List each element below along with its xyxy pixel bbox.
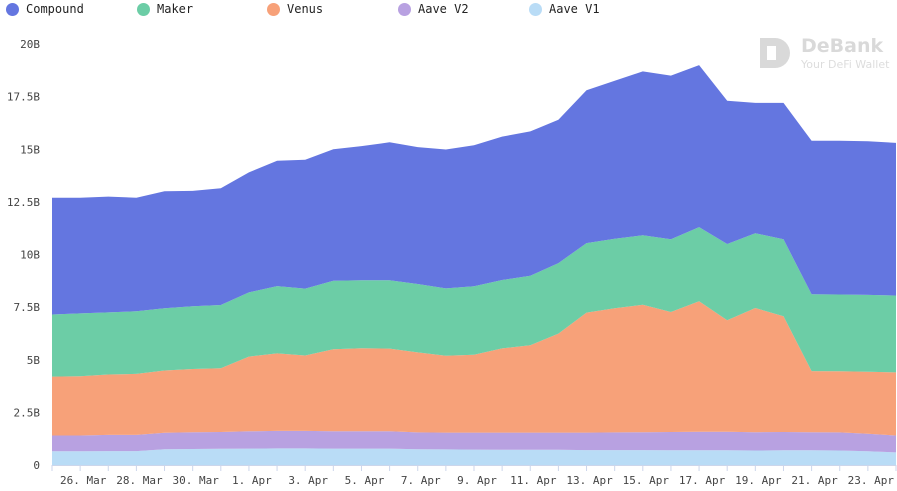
legend: Compound Maker Venus Aave V2 Aave V1 — [0, 0, 897, 22]
y-tick-label: 0 — [33, 459, 40, 472]
legend-label-maker: Maker — [157, 2, 194, 16]
x-tick-label: 19. Apr — [735, 474, 782, 487]
area-venus[interactable] — [52, 301, 896, 436]
y-tick-label: 20B — [20, 38, 40, 51]
legend-item-compound[interactable]: Compound — [6, 2, 84, 16]
legend-item-maker[interactable]: Maker — [137, 2, 193, 16]
y-tick-label: 7.5B — [14, 301, 41, 314]
y-tick-label: 12.5B — [7, 196, 40, 209]
legend-label-aave-v2: Aave V2 — [418, 2, 469, 16]
legend-swatch-compound — [6, 2, 19, 16]
x-tick-label: 13. Apr — [566, 474, 613, 487]
y-tick-label: 17.5B — [7, 91, 40, 104]
watermark-title: DeBank — [801, 35, 884, 57]
legend-swatch-aave-v2 — [398, 2, 411, 16]
debank-logo-icon — [760, 38, 790, 68]
x-tick-label: 28. Mar — [116, 474, 163, 487]
y-tick-label: 2.5B — [14, 406, 41, 419]
x-tick-label: 7. Apr — [401, 474, 441, 487]
legend-label-venus: Venus — [287, 2, 324, 16]
y-tick-label: 5B — [27, 354, 41, 367]
legend-swatch-venus — [267, 2, 280, 16]
area-maker[interactable] — [52, 227, 896, 377]
series-areas — [52, 65, 896, 465]
watermark-subtitle: Your DeFi Wallet — [801, 58, 890, 71]
x-tick-label: 1. Apr — [232, 474, 272, 487]
x-tick-label: 21. Apr — [791, 474, 838, 487]
legend-item-aave-v1[interactable]: Aave V1 — [529, 2, 600, 16]
legend-label-aave-v1: Aave V1 — [549, 2, 600, 16]
area-aave-v2[interactable] — [52, 430, 896, 453]
x-tick-label: 5. Apr — [345, 474, 385, 487]
area-aave-v1[interactable] — [52, 448, 896, 465]
legend-label-compound: Compound — [26, 2, 84, 16]
x-tick-label: 30. Mar — [172, 474, 219, 487]
debank-watermark: DeBank Your DeFi Wallet — [757, 35, 897, 75]
x-tick-label: 17. Apr — [679, 474, 726, 487]
x-tick-label: 26. Mar — [60, 474, 107, 487]
x-tick-label: 15. Apr — [623, 474, 670, 487]
y-tick-label: 10B — [20, 249, 40, 262]
x-tick-label: 3. Apr — [288, 474, 328, 487]
x-tick-label: 11. Apr — [510, 474, 557, 487]
legend-item-venus[interactable]: Venus — [267, 2, 323, 16]
x-axis: 26. Mar 28. Mar 30. Mar 1. Apr 3. Apr 5. Apr 7… — [51, 465, 897, 487]
legend-swatch-aave-v1 — [529, 2, 542, 16]
y-axis: 0 2.5B 5B 7.5B 10B 12.5B 15B 17.5B 20B — [7, 38, 40, 472]
legend-item-aave-v2[interactable]: Aave V2 — [398, 2, 469, 16]
x-tick-label: 9. Apr — [457, 474, 497, 487]
x-tick-label: 23. Apr — [848, 474, 895, 487]
legend-swatch-maker — [137, 2, 150, 16]
y-tick-label: 15B — [20, 143, 40, 156]
area-compound[interactable] — [52, 65, 896, 315]
